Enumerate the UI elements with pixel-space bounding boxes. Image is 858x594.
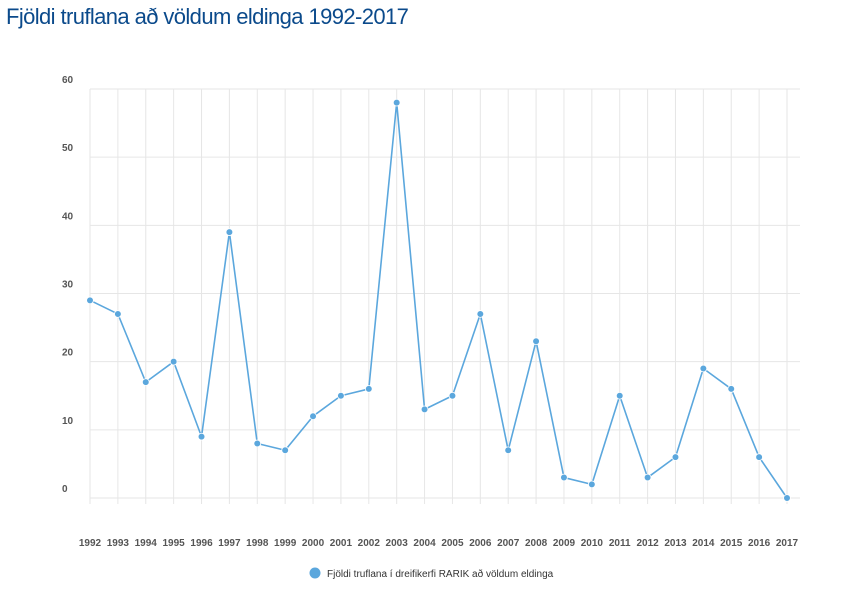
- x-tick-label: 2010: [581, 538, 604, 549]
- x-tick-label: 2002: [358, 538, 381, 549]
- data-point[interactable]: [504, 446, 513, 455]
- data-point[interactable]: [671, 453, 680, 461]
- data-point[interactable]: [309, 412, 317, 421]
- x-tick-label: 2007: [497, 538, 520, 549]
- x-tick-label: 2016: [748, 538, 771, 549]
- x-tick-label: 2000: [302, 538, 325, 549]
- x-tick-label: 2017: [776, 538, 799, 549]
- x-tick-label: 1992: [79, 538, 102, 549]
- x-tick-label: 2014: [692, 538, 715, 549]
- data-point[interactable]: [169, 357, 178, 366]
- data-point[interactable]: [281, 446, 289, 455]
- data-point[interactable]: [114, 310, 122, 318]
- y-tick-label: 50: [62, 143, 74, 154]
- chart-title: Fjöldi truflana að völdum eldinga 1992-2…: [6, 4, 409, 29]
- x-tick-label: 2015: [720, 538, 743, 549]
- data-point[interactable]: [364, 385, 373, 393]
- data-point[interactable]: [86, 296, 94, 305]
- x-tick-label: 2012: [636, 538, 659, 549]
- x-tick-label: 1993: [107, 538, 130, 549]
- x-axis-ticks: 1992 1993 1994 1995 1996 1997 1998 1999 2000 2001…: [79, 538, 799, 549]
- y-axis-ticks: 0 10 20 30 40 50 60: [62, 75, 74, 495]
- y-tick-label: 60: [62, 75, 74, 86]
- x-tick-label: 2009: [553, 538, 576, 549]
- data-point[interactable]: [615, 391, 624, 400]
- data-point[interactable]: [253, 439, 262, 448]
- legend[interactable]: Fjöldi truflana í dreifikerfi RARIK að v…: [309, 567, 554, 581]
- x-tick-label: 2008: [525, 538, 548, 549]
- y-tick-label: 10: [62, 416, 74, 427]
- legend-swatch[interactable]: [309, 567, 321, 579]
- data-point[interactable]: [588, 480, 596, 489]
- x-tick-label: 1995: [163, 538, 186, 549]
- x-tick-label: 1998: [246, 538, 269, 549]
- data-point[interactable]: [532, 337, 540, 346]
- series-line: [89, 101, 788, 499]
- data-point[interactable]: [699, 364, 708, 373]
- data-point[interactable]: [476, 310, 485, 318]
- y-tick-label: 0: [62, 484, 68, 495]
- data-point[interactable]: [337, 391, 345, 400]
- data-point[interactable]: [560, 473, 568, 482]
- y-tick-label: 30: [62, 280, 74, 291]
- series-layer: [86, 98, 791, 502]
- x-tick-label: 1994: [135, 538, 158, 549]
- data-point[interactable]: [141, 378, 150, 386]
- data-point[interactable]: [643, 473, 652, 482]
- data-point[interactable]: [727, 385, 736, 393]
- x-tick-label: 2013: [664, 538, 687, 549]
- x-tick-label: 1999: [274, 538, 297, 549]
- x-tick-label: 2003: [386, 538, 409, 549]
- data-point[interactable]: [420, 405, 429, 414]
- data-point[interactable]: [783, 494, 791, 502]
- x-tick-label: 2005: [441, 538, 464, 549]
- data-point[interactable]: [755, 453, 763, 461]
- grid-layer: [89, 88, 800, 504]
- legend-label[interactable]: Fjöldi truflana í dreifikerfi RARIK að v…: [327, 568, 554, 580]
- data-point[interactable]: [448, 391, 457, 400]
- x-tick-label: 1996: [190, 538, 213, 549]
- data-point[interactable]: [392, 98, 401, 107]
- data-point[interactable]: [197, 432, 206, 441]
- x-tick-label: 2006: [469, 538, 492, 549]
- x-tick-label: 2001: [330, 538, 353, 549]
- y-tick-label: 20: [62, 348, 74, 359]
- x-tick-label: 2004: [413, 538, 436, 549]
- y-tick-label: 40: [62, 211, 74, 222]
- x-tick-label: 1997: [218, 538, 241, 549]
- x-tick-label: 2011: [609, 538, 631, 549]
- data-point[interactable]: [225, 228, 234, 236]
